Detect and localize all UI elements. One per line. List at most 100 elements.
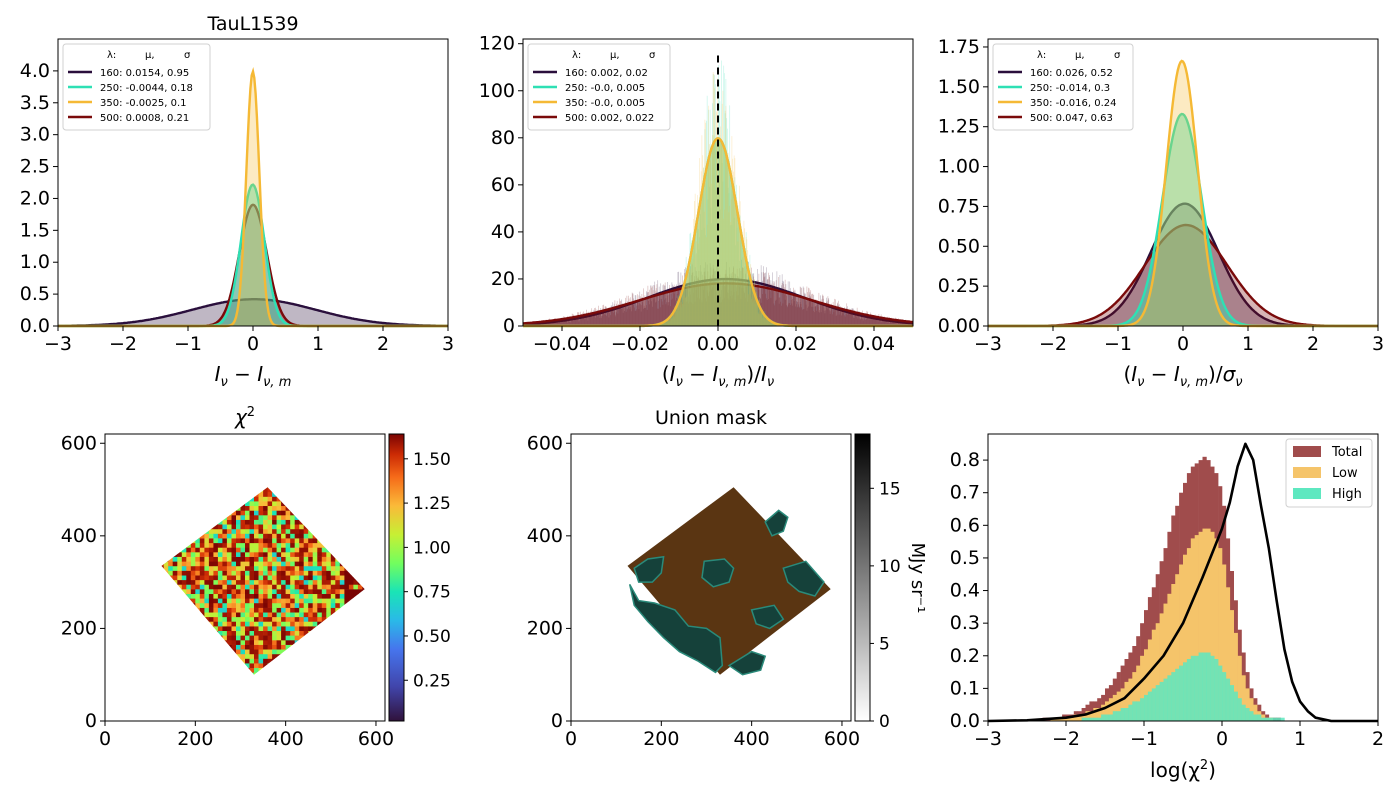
- chi2-pixel: [217, 616, 223, 622]
- chi2-pixel: [249, 565, 255, 571]
- chi2-pixel: [245, 515, 250, 520]
- chi2-pixel: [258, 621, 264, 627]
- chi2-pixel: [213, 547, 219, 553]
- chi2-pixel: [226, 570, 232, 576]
- chi2-pixel: [294, 621, 300, 627]
- chi2-pixel: [294, 593, 300, 599]
- chi2-pixel: [272, 556, 278, 562]
- chi2-pixel: [263, 589, 269, 595]
- chi2-pixel: [294, 607, 300, 613]
- chi2-pixel: [272, 528, 278, 534]
- chi2-pixel: [208, 612, 214, 618]
- chi2-pixel: [303, 593, 309, 599]
- chi2-pixel: [353, 579, 359, 585]
- chi2-pixel: [290, 556, 296, 562]
- chi2-pixel: [245, 644, 250, 650]
- chi2-pixel: [303, 556, 309, 562]
- chi2-pixel: [236, 552, 241, 557]
- chi2-pixel: [177, 561, 183, 567]
- chi2-pixel: [249, 658, 255, 664]
- chi2-pixel: [213, 603, 219, 608]
- chi2-pixel: [276, 579, 282, 585]
- y-tick-label: 0: [503, 315, 515, 337]
- chi2-pixel: [245, 552, 250, 557]
- colorbar-tick-label: 15: [879, 479, 901, 499]
- chi2-pixel: [236, 524, 241, 530]
- chi2-pixel: [272, 593, 278, 599]
- chi2-pixel: [245, 524, 250, 530]
- chi2-pixel: [199, 584, 205, 590]
- hist-bar-high: [1116, 711, 1121, 721]
- chi2-pixel: [254, 649, 259, 655]
- chi2-pixel: [231, 626, 237, 632]
- chi2-pixel: [276, 570, 282, 576]
- chi2-pixel: [308, 626, 314, 632]
- hist-bar-high: [1093, 717, 1098, 721]
- chi2-pixel: [290, 584, 296, 590]
- chi2-pixel: [226, 616, 232, 622]
- hist-bar-low: [1179, 564, 1184, 721]
- chi2-pixel: [240, 528, 246, 534]
- chi2-pixel: [236, 579, 241, 585]
- chi2-pixel: [249, 496, 255, 502]
- chi2-pixel: [226, 538, 232, 544]
- chi2-pixel: [236, 616, 241, 622]
- chi2-pixel: [276, 626, 282, 632]
- y-tick-label: 3.0: [20, 124, 50, 146]
- chi2-pixel: [290, 603, 296, 608]
- hist-bar-high: [1132, 701, 1137, 721]
- chi2-pixel: [308, 552, 314, 557]
- chi2-pixel: [281, 635, 287, 641]
- hist-bar-low: [1194, 535, 1199, 721]
- legend-header-mu: μ,: [1075, 50, 1085, 61]
- chi2-pixel: [249, 561, 255, 567]
- chi2-pixel: [258, 663, 264, 669]
- chi2-pixel: [254, 533, 259, 539]
- chi2-pixel: [290, 579, 296, 585]
- chi2-pixel: [217, 556, 223, 562]
- chi2-pixel: [222, 575, 228, 581]
- x-tick-label: 0: [99, 728, 111, 750]
- chi2-pixel: [236, 589, 241, 595]
- chi2-pixel: [217, 528, 223, 534]
- chi2-pixel: [249, 524, 255, 530]
- chi2-pixel: [172, 575, 178, 581]
- chi2-pixel: [272, 496, 278, 502]
- chi2-pixel: [208, 533, 214, 539]
- chi2-pixel: [231, 519, 237, 525]
- chi2-pixel: [217, 621, 223, 627]
- chi2-pixel: [281, 616, 287, 622]
- chi2-pixel: [249, 515, 255, 520]
- chi2-pixel: [245, 607, 250, 613]
- chi2-pixel: [303, 630, 309, 636]
- chi2-pixel: [195, 593, 201, 599]
- chi2-pixel: [258, 644, 264, 650]
- chi2-pixel: [299, 561, 305, 567]
- chi2-pixel: [208, 575, 214, 581]
- chi2-pixel: [226, 561, 232, 567]
- chi2-pixel: [267, 584, 273, 590]
- chi2-pixel: [290, 593, 296, 599]
- chi2-pixel: [249, 589, 255, 595]
- chi2-pixel: [199, 579, 205, 585]
- chi2-pixel: [267, 505, 273, 511]
- chi2-pixel: [267, 616, 273, 622]
- y-tick-label: 2.0: [20, 187, 50, 209]
- chi2-pixel: [231, 644, 237, 650]
- chi2-pixel: [267, 598, 273, 604]
- legend-header-sigma: σ: [649, 50, 656, 61]
- chi2-pixel: [240, 575, 246, 581]
- legend-entry: 250: -0.0044, 0.18: [100, 83, 193, 94]
- chi2-pixel: [276, 603, 282, 608]
- chi2-pixel: [245, 561, 250, 567]
- chi2-pixel: [245, 658, 250, 664]
- chi2-pixel: [208, 584, 214, 590]
- chi2-pixel: [240, 649, 246, 655]
- chi2-pixel: [308, 603, 314, 608]
- chi2-pixel: [312, 556, 318, 562]
- chi2-pixel: [290, 626, 296, 632]
- chi2-pixel: [236, 575, 241, 581]
- chi2-pixel: [231, 556, 237, 562]
- chi2-pixel: [245, 556, 250, 562]
- chi2-pixel: [285, 635, 291, 641]
